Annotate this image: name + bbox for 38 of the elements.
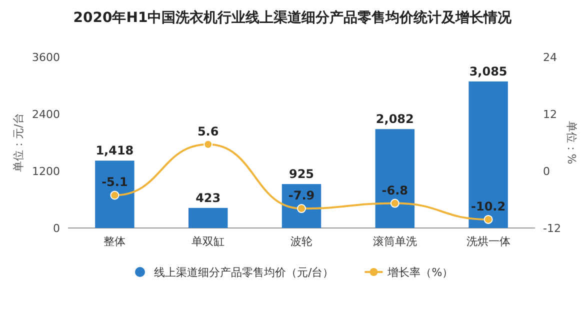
y2-tick-label: 12 bbox=[543, 108, 557, 121]
data-label: 925 bbox=[288, 167, 314, 182]
x-tick-label: 整体 bbox=[104, 235, 126, 248]
point bbox=[204, 140, 213, 149]
legend-label: 增长率（%） bbox=[386, 266, 454, 279]
data-label: -6.8 bbox=[382, 183, 408, 198]
y-axis-title: 单位：元/台 bbox=[12, 113, 25, 172]
data-label: -10.2 bbox=[471, 199, 506, 214]
x-tick-label: 波轮 bbox=[290, 235, 312, 248]
y-tick-label: 3600 bbox=[32, 51, 60, 64]
point bbox=[484, 214, 493, 224]
x-tick-label: 单双缸 bbox=[192, 235, 225, 248]
data-label: -5.1 bbox=[102, 175, 128, 190]
bar bbox=[468, 81, 508, 228]
bar bbox=[95, 160, 134, 228]
data-label: -7.9 bbox=[288, 188, 315, 203]
data-label: 5.6 bbox=[197, 124, 219, 138]
bar bbox=[375, 129, 415, 228]
legend-label: 线上渠道细分产品零售均价（元/台） bbox=[154, 266, 334, 279]
point bbox=[390, 198, 400, 208]
bar bbox=[188, 208, 228, 228]
point bbox=[110, 190, 120, 200]
data-label: 2,082 bbox=[376, 112, 414, 126]
y-tick-label: 2400 bbox=[32, 108, 60, 121]
chart-title: 2020年H1中国洗衣机行业线上渠道细分产品零售均价统计及增长情况 bbox=[73, 9, 513, 26]
data-label: 423 bbox=[196, 190, 221, 205]
y2-axis-title: 单位：% bbox=[565, 120, 578, 164]
y2-tick-label: 0 bbox=[543, 165, 550, 178]
data-label: 1,418 bbox=[96, 144, 134, 158]
y-tick-label: 0 bbox=[53, 222, 60, 235]
y-tick-label: 1200 bbox=[32, 165, 60, 178]
data-label: 3,085 bbox=[469, 64, 508, 78]
bar bbox=[282, 184, 322, 228]
y2-tick-label: -12 bbox=[543, 222, 561, 235]
point bbox=[297, 204, 306, 214]
x-tick-label: 滚筒单洗 bbox=[372, 235, 417, 248]
y2-tick-label: 24 bbox=[543, 51, 557, 64]
x-tick-label: 洗烘一体 bbox=[466, 235, 510, 248]
